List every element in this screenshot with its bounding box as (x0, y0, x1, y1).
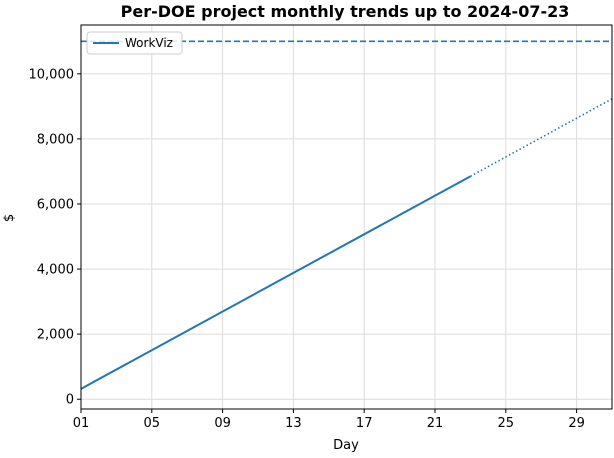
y-tick-label: 0 (66, 393, 74, 408)
series-line-actual (80, 175, 471, 390)
y-axis-label: $ (2, 214, 17, 222)
x-tick-label: 17 (356, 416, 373, 431)
y-tick-label: 8,000 (37, 132, 74, 147)
legend-box (86, 31, 183, 55)
x-tick-label: 21 (427, 416, 444, 431)
y-tick-label: 6,000 (37, 197, 74, 212)
x-tick-label: 13 (285, 416, 302, 431)
legend: WorkViz (86, 31, 183, 55)
data-layer (80, 40, 613, 390)
x-axis-label: Day (333, 438, 359, 453)
y-tick-label: 2,000 (37, 328, 74, 343)
series-line-projection (470, 98, 613, 178)
x-tick-label: 09 (214, 416, 231, 431)
x-tick-label: 29 (568, 416, 585, 431)
x-tick-label: 05 (144, 416, 161, 431)
chart-title: Per-DOE project monthly trends up to 202… (121, 2, 570, 21)
tick-layer: 01 05 09 13 17 21 25 29 0 2,000 4,000 6,000 8,000 10,… (29, 67, 585, 431)
legend-label: WorkViz (125, 36, 173, 50)
y-tick-label: 10,000 (29, 67, 75, 82)
y-tick-label: 4,000 (37, 263, 74, 278)
grid-layer (80, 25, 612, 409)
x-tick-label: 01 (73, 416, 90, 431)
x-tick-label: 25 (498, 416, 515, 431)
plot-frame (80, 24, 613, 410)
